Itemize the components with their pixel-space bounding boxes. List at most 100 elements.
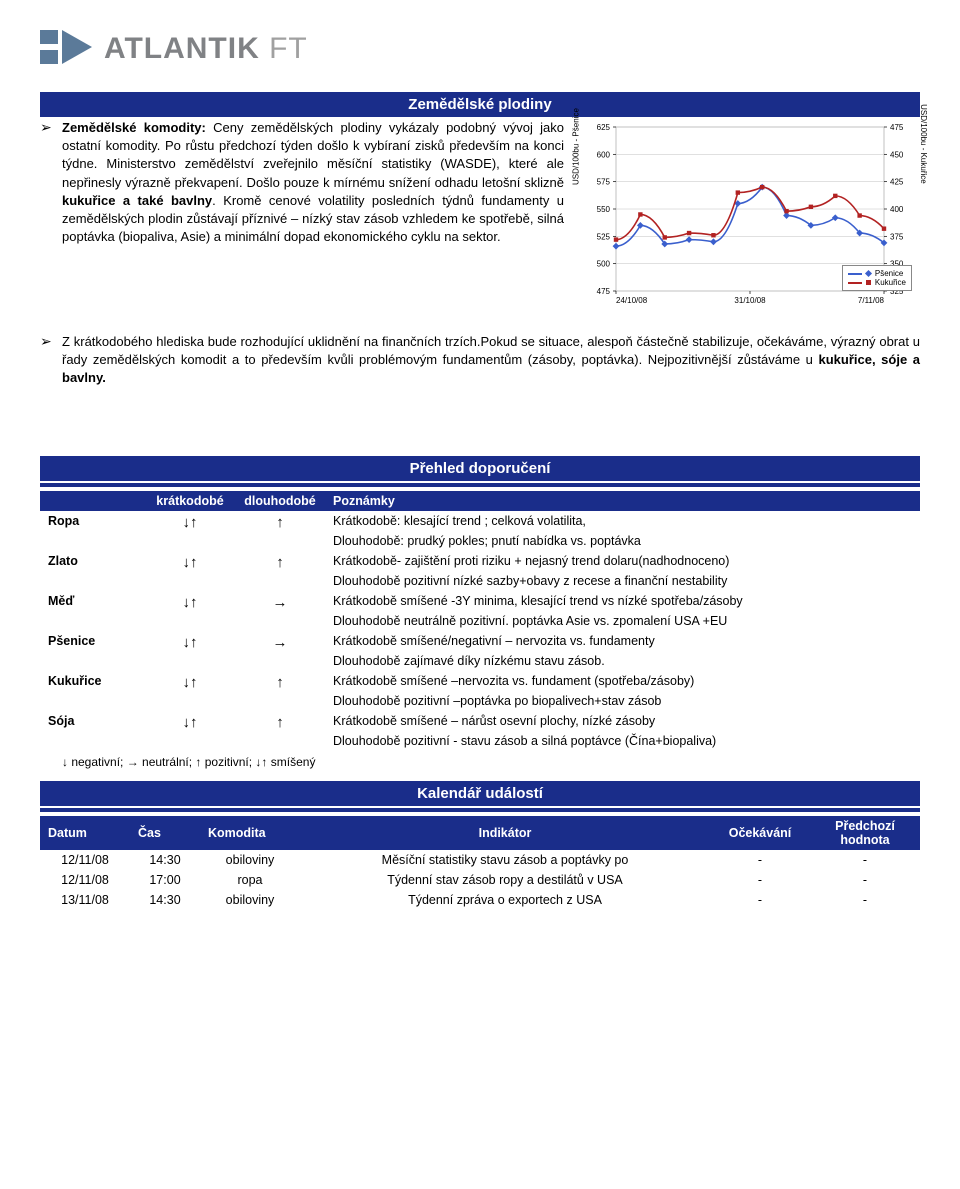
legend-marker-kukurice [866, 280, 871, 285]
para1-bold2: kukuřice a také bavlny [62, 193, 212, 208]
cal-th-expect: Očekávání [710, 816, 810, 850]
reco-short: ↓↑ [145, 631, 235, 671]
svg-text:550: 550 [597, 205, 611, 214]
reco-note1: Krátkodobě smíšené/negativní – nervozita… [325, 631, 920, 651]
reco-short: ↓↑ [145, 671, 235, 711]
legend-label-psenice: Pšenice [875, 269, 903, 278]
section-title-cal: Kalendář událostí [40, 781, 920, 806]
para2-body: Z krátkodobého hlediska bude rozhodující… [62, 334, 920, 367]
cal-time: 17:00 [130, 870, 200, 890]
svg-text:475: 475 [890, 123, 904, 132]
logo: ATLANTIK FT [40, 30, 920, 68]
reco-note2: Dlouhodobě neutrálně pozitivní. poptávka… [325, 611, 920, 631]
svg-text:24/10/08: 24/10/08 [616, 296, 648, 305]
reco-table: krátkodobé dlouhodobé Poznámky Ropa↓↑↑Kr… [40, 491, 920, 751]
svg-text:600: 600 [597, 150, 611, 159]
y-axis-right-label: USD/100bu - Kukuřice [920, 104, 929, 184]
cal-prev: - [810, 890, 920, 910]
svg-text:450: 450 [890, 150, 904, 159]
table-row: Ropa↓↑↑Krátkodobě: klesající trend ; cel… [40, 511, 920, 531]
para1-prefix: Zemědělské komodity: [62, 120, 213, 135]
cal-expect: - [710, 890, 810, 910]
cal-time: 14:30 [130, 890, 200, 910]
reco-long: ↑ [235, 711, 325, 751]
cal-th-commodity: Komodita [200, 816, 300, 850]
agri-chart: 4755005255505756006253253503754004254504… [580, 119, 920, 319]
reco-note2: Dlouhodobě pozitivní nízké sazby+obavy z… [325, 571, 920, 591]
reco-note2: Dlouhodobě zajímavé díky nízkému stavu z… [325, 651, 920, 671]
legend-line-kukurice [848, 282, 862, 284]
cal-time: 14:30 [130, 850, 200, 870]
cal-indicator: Týdenní zpráva o exportech z USA [300, 890, 710, 910]
reco-name: Kukuřice [40, 671, 145, 711]
table-row: 12/11/0814:30obilovinyMěsíční statistiky… [40, 850, 920, 870]
svg-text:575: 575 [597, 178, 611, 187]
reco-note1: Krátkodobě- zajištění proti riziku + nej… [325, 551, 920, 571]
svg-text:625: 625 [597, 123, 611, 132]
svg-text:500: 500 [597, 260, 611, 269]
table-row: Pšenice↓↑→Krátkodobě smíšené/negativní –… [40, 631, 920, 651]
legend-label-kukurice: Kukuřice [875, 278, 906, 287]
reco-short: ↓↑ [145, 591, 235, 631]
reco-th-short: krátkodobé [145, 491, 235, 511]
cal-indicator: Týdenní stav zásob ropy a destilátů v US… [300, 870, 710, 890]
svg-text:525: 525 [597, 232, 611, 241]
reco-name: Ropa [40, 511, 145, 551]
reco-long: ↑ [235, 671, 325, 711]
reco-name: Sója [40, 711, 145, 751]
reco-name: Zlato [40, 551, 145, 591]
y-axis-left-label: USD/100bu - Pšenice [572, 108, 581, 185]
svg-text:400: 400 [890, 205, 904, 214]
svg-text:31/10/08: 31/10/08 [734, 296, 766, 305]
reco-note1: Krátkodobě smíšené -3Y minima, klesající… [325, 591, 920, 611]
reco-th-notes: Poznámky [325, 491, 920, 511]
reco-name: Měď [40, 591, 145, 631]
cal-prev: - [810, 850, 920, 870]
reco-short: ↓↑ [145, 511, 235, 551]
reco-short: ↓↑ [145, 711, 235, 751]
cal-date: 12/11/08 [40, 870, 130, 890]
legend-marker-psenice [865, 270, 872, 277]
reco-note1: Krátkodobě smíšené – nárůst osevní ploch… [325, 711, 920, 731]
bullet-1: Zemědělské komodity: Ceny zemědělských p… [40, 119, 564, 246]
reco-long: ↑ [235, 511, 325, 551]
reco-th-long: dlouhodobé [235, 491, 325, 511]
cal-expect: - [710, 850, 810, 870]
reco-footnote: ↓ negativní; → neutrální; ↑ pozitivní; ↓… [40, 751, 920, 781]
chart-legend: Pšenice Kukuřice [842, 265, 912, 291]
blue-bar [40, 483, 920, 487]
logo-text: ATLANTIK FT [104, 32, 308, 66]
reco-note2: Dlouhodobě pozitivní - stavu zásob a sil… [325, 731, 920, 751]
blue-bar-2 [40, 808, 920, 812]
cal-th-time: Čas [130, 816, 200, 850]
cal-th-prev: Předchozí hodnota [810, 816, 920, 850]
cal-commodity: obiloviny [200, 850, 300, 870]
cal-commodity: obiloviny [200, 890, 300, 910]
reco-long: ↑ [235, 551, 325, 591]
svg-text:475: 475 [597, 287, 611, 296]
reco-note1: Krátkodobě: klesající trend ; celková vo… [325, 511, 920, 531]
table-row: 13/11/0814:30obilovinyTýdenní zpráva o e… [40, 890, 920, 910]
table-row: Měď↓↑→Krátkodobě smíšené -3Y minima, kle… [40, 591, 920, 611]
cal-date: 13/11/08 [40, 890, 130, 910]
svg-text:375: 375 [890, 232, 904, 241]
table-row: Sója↓↑↑Krátkodobě smíšené – nárůst osevn… [40, 711, 920, 731]
reco-long: → [235, 631, 325, 671]
section-title-reco: Přehled doporučení [40, 456, 920, 481]
cal-date: 12/11/08 [40, 850, 130, 870]
legend-line-psenice [848, 273, 862, 275]
logo-suffix: FT [269, 32, 308, 65]
section-title-plodiny: Zemědělské plodiny [40, 92, 920, 117]
reco-note2: Dlouhodobě pozitivní –poptávka po biopal… [325, 691, 920, 711]
cal-th-indicator: Indikátor [300, 816, 710, 850]
cal-table: Datum Čas Komodita Indikátor Očekávání P… [40, 816, 920, 910]
svg-text:7/11/08: 7/11/08 [858, 296, 885, 305]
cal-expect: - [710, 870, 810, 890]
reco-note2: Dlouhodobě: prudký pokles; pnutí nabídka… [325, 531, 920, 551]
table-row: Kukuřice↓↑↑Krátkodobě smíšené –nervozita… [40, 671, 920, 691]
cal-indicator: Měsíční statistiky stavu zásob a poptávk… [300, 850, 710, 870]
reco-th-empty [40, 491, 145, 511]
svg-text:425: 425 [890, 178, 904, 187]
cal-prev: - [810, 870, 920, 890]
cal-th-date: Datum [40, 816, 130, 850]
